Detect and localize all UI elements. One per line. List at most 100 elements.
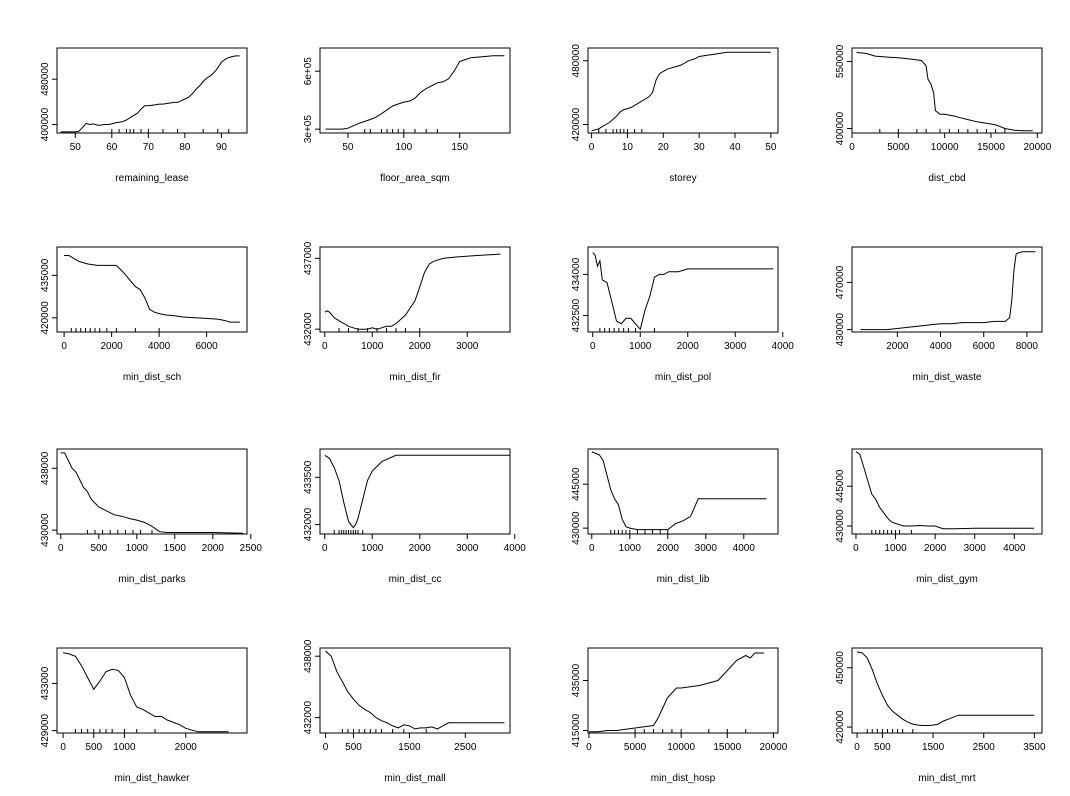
y-tick-label: 445000 [571, 467, 582, 501]
x-tick-label: 1000 [629, 341, 652, 352]
y-tick-label: 435000 [571, 663, 582, 697]
panel-storey: 0 10 20 30 40 50 420000 480000 storey [571, 44, 779, 184]
x-tick-label: 15000 [713, 742, 741, 753]
x-tick-label: 0 [854, 742, 860, 753]
x-axis-title: min_dist_cc [389, 574, 442, 585]
panel-min_dist_waste: 2000 4000 6000 8000 430000 470000 min_dist_was… [835, 246, 1043, 383]
y-tick-label: 400000 [40, 107, 51, 141]
x-axis-title: min_dist_gym [916, 574, 978, 585]
panel-dist_cbd: 0 5000 10000 15000 20000 400000 550000 dist_cbd [835, 44, 1052, 184]
x-tick-label: 2500 [240, 543, 263, 554]
x-tick-label: 4000 [504, 543, 527, 554]
panel-min_dist_cc: 0 1000 2000 3000 4000 432000 433500 min_dist_cc [303, 448, 527, 585]
x-tick-label: 0 [590, 341, 596, 352]
y-tick-label: 430000 [571, 511, 582, 545]
plot-frame [56, 246, 248, 333]
x-tick-label: 3000 [724, 341, 747, 352]
y-tick-label: 430000 [835, 509, 846, 543]
x-tick-label: 10000 [667, 742, 695, 753]
dependence-line [325, 55, 505, 130]
x-tick-label: 1000 [126, 543, 149, 554]
x-tick-label: 10000 [931, 142, 959, 153]
y-tick-label: 433000 [40, 666, 51, 700]
plot-frame [319, 448, 511, 535]
panel-min_dist_mall: 0 500 1500 2500 432000 438000 min_dist_mall [303, 639, 511, 784]
x-tick-label: 50 [342, 142, 354, 153]
x-tick-label: 3000 [695, 543, 718, 554]
y-tick-label: 420000 [571, 107, 582, 141]
panel-min_dist_mrt: 0 500 1500 2500 3500 420000 450000 min_dist_mrt [835, 647, 1046, 784]
x-tick-label: 2000 [924, 543, 947, 554]
x-tick-label: 0 [586, 742, 592, 753]
x-tick-label: 15000 [977, 142, 1005, 153]
dependence-line [588, 652, 765, 733]
y-tick-label: 430000 [835, 313, 846, 347]
dependence-line [860, 251, 1036, 331]
x-tick-label: 70 [143, 142, 155, 153]
x-tick-label: 1000 [361, 341, 384, 352]
x-tick-label: 3000 [964, 543, 987, 554]
x-tick-label: 4000 [1003, 543, 1026, 554]
x-tick-label: 100 [395, 142, 412, 153]
x-tick-label: 3000 [456, 543, 479, 554]
plot-frame [587, 246, 779, 333]
x-tick-label: 1500 [922, 742, 945, 753]
x-tick-label: 80 [179, 142, 191, 153]
x-tick-label: 60 [106, 142, 118, 153]
x-tick-label: 2000 [886, 341, 909, 352]
x-axis-title: min_dist_parks [118, 574, 185, 585]
dependence-line [60, 55, 240, 133]
x-axis-title: min_dist_mall [384, 773, 445, 784]
x-tick-label: 0 [61, 341, 67, 352]
dependence-line [857, 651, 1035, 726]
x-axis-title: min_dist_waste [913, 372, 982, 383]
y-tick-label: 480000 [571, 44, 582, 78]
x-axis-title: min_dist_pol [655, 372, 711, 383]
x-tick-label: 6000 [973, 341, 996, 352]
x-tick-label: 0 [853, 543, 859, 554]
x-tick-label: 4000 [929, 341, 952, 352]
x-tick-label: 2000 [101, 341, 124, 352]
dependence-line [591, 451, 767, 531]
x-tick-label: 0 [322, 341, 328, 352]
plot-frame [851, 47, 1043, 134]
panel-min_dist_hosp: 0 5000 10000 15000 20000 415000 435000 min_dist… [571, 647, 788, 784]
plot-frame [587, 647, 779, 734]
y-tick-label: 470000 [835, 265, 846, 299]
x-tick-label: 500 [85, 742, 102, 753]
x-tick-label: 2000 [409, 341, 432, 352]
y-tick-label: 438000 [303, 639, 314, 673]
x-tick-label: 3000 [456, 341, 479, 352]
x-tick-label: 4000 [772, 341, 795, 352]
x-tick-label: 500 [90, 543, 107, 554]
x-axis-title: min_dist_fir [389, 372, 441, 383]
x-tick-label: 2000 [677, 341, 700, 352]
x-tick-label: 1500 [398, 742, 421, 753]
x-tick-label: 90 [216, 142, 228, 153]
x-tick-label: 40 [729, 142, 741, 153]
x-tick-label: 0 [849, 142, 855, 153]
x-axis-title: storey [669, 173, 696, 184]
x-tick-label: 20000 [1023, 142, 1051, 153]
x-tick-label: 50 [70, 142, 82, 153]
dependence-line [855, 451, 1035, 530]
dependence-line [63, 652, 229, 733]
x-axis-title: dist_cbd [928, 173, 965, 184]
x-tick-label: 500 [874, 742, 891, 753]
dependence-line [856, 52, 1033, 132]
x-tick-label: 50 [765, 142, 777, 153]
x-tick-label: 0 [322, 543, 328, 554]
x-tick-label: 10 [622, 142, 634, 153]
plot-frame [56, 47, 248, 134]
x-tick-label: 5000 [887, 142, 910, 153]
y-tick-label: 420000 [40, 301, 51, 335]
y-tick-label: 445000 [835, 469, 846, 503]
x-tick-label: 1000 [113, 742, 136, 753]
plot-frame [851, 647, 1043, 734]
y-tick-label: 434000 [571, 257, 582, 291]
x-tick-label: 5000 [624, 742, 647, 753]
dependence-line [591, 51, 771, 132]
plot-frame [56, 448, 248, 535]
x-axis-title: min_dist_sch [123, 372, 181, 383]
x-tick-label: 20 [658, 142, 670, 153]
